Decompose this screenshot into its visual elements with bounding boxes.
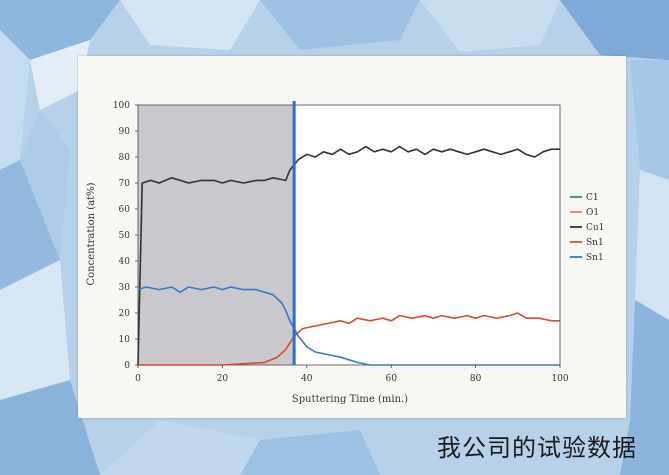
y-tick-label: 40 <box>119 257 131 267</box>
depth-profile-chart: 0 10 20 30 40 50 60 70 80 90 100 0 20 40 60 80 100 Sputt… <box>86 101 604 405</box>
shaded-region <box>138 105 295 365</box>
plot-background <box>138 105 560 365</box>
tick-labels: 0 10 20 30 40 50 60 70 80 90 100 0 20 40 60 80 100 <box>113 101 569 384</box>
x-tick-label: 40 <box>301 374 313 384</box>
series-line-sn1-4 <box>137 286 560 366</box>
legend-label: O1 <box>586 208 599 218</box>
y-axis-label: Concentration (at%) <box>86 182 97 285</box>
x-tick-label: 0 <box>135 374 141 384</box>
y-tick-label: 10 <box>119 335 131 345</box>
y-tick-label: 100 <box>113 101 130 111</box>
y-tick-label: 70 <box>119 179 131 189</box>
legend: C1 O1 Cu1 Sn1 Sn1 <box>570 193 604 263</box>
y-tick-label: 80 <box>119 153 131 163</box>
series-layer <box>137 101 560 366</box>
y-tick-label: 50 <box>119 231 131 241</box>
legend-label: Cu1 <box>586 223 604 233</box>
y-tick-label: 60 <box>119 205 131 215</box>
x-tick-label: 100 <box>551 374 568 384</box>
x-tick-label: 60 <box>385 374 397 384</box>
y-tick-label: 90 <box>119 127 131 137</box>
caption-text: 我公司的试验数据 <box>437 434 637 462</box>
x-tick-label: 80 <box>470 374 482 384</box>
series-line-cu1-2 <box>137 145 560 366</box>
legend-label: Sn1 <box>586 253 604 263</box>
y-tick-label: 0 <box>124 361 130 371</box>
legend-label: Sn1 <box>586 238 604 248</box>
x-axis-label: Sputtering Time (min.) <box>292 394 408 405</box>
legend-label: C1 <box>586 193 599 203</box>
y-tick-label: 30 <box>119 283 131 293</box>
y-tick-label: 20 <box>119 309 131 319</box>
chart-panel: 0 10 20 30 40 50 60 70 80 90 100 0 20 40 60 80 100 Sputt… <box>78 56 626 418</box>
x-tick-label: 20 <box>217 374 229 384</box>
